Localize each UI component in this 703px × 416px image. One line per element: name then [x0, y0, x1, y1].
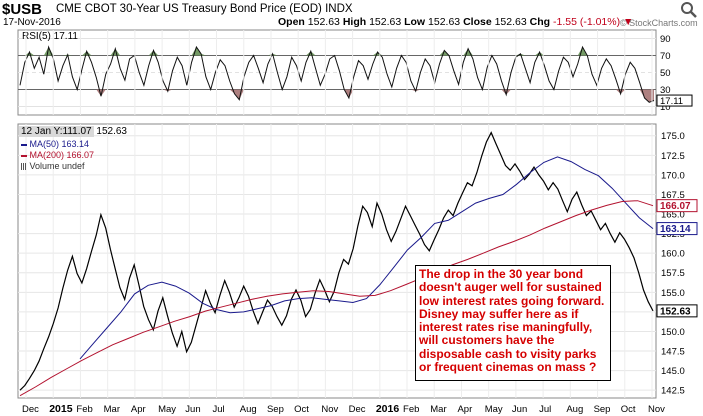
tooltip-value: 152.63: [96, 126, 127, 137]
price-value-tag-text: 166.07: [660, 201, 691, 212]
price-series-line: [79, 156, 654, 360]
rsi-value-tag-text: 17.11: [660, 96, 683, 107]
x-tick-label: Oct: [294, 404, 309, 415]
exchange-label: INDX: [325, 3, 353, 15]
rsi-panel: 10 30 50 70 90 RSI(5) 17.11 17.11: [17, 29, 693, 116]
legend-volume-text: Volume undef: [29, 161, 85, 171]
instrument-name: CME CBOT 30-Year US Treasury Bond Price …: [56, 3, 353, 15]
x-tick-label: Apr: [131, 404, 146, 415]
price-tick-label: 147.5: [661, 347, 685, 358]
annotation-line: or frequent cinemas on mass ?: [419, 360, 597, 375]
open-label: Open: [278, 16, 305, 28]
x-tick-label: Mar: [104, 404, 120, 415]
price-tick-label: 145.0: [661, 366, 685, 377]
legend-ma50: MA(50) 163.14: [21, 139, 89, 149]
low-value: 152.63: [428, 16, 461, 28]
price-series-line: [19, 200, 654, 397]
price-series-line: [19, 131, 654, 391]
price-value-tag: [656, 199, 698, 213]
legend-ma200-text: MA(200) 166.07: [29, 150, 95, 160]
rsi-label: RSI(5) 17.11: [22, 31, 78, 42]
high-value: 152.63: [369, 16, 402, 28]
chart-header: $USB CME CBOT 30-Year US Treasury Bond P…: [0, 0, 703, 28]
price-value-tag: [656, 304, 698, 318]
ohlc-readout: Open 152.63 High 152.63 Low 152.63 Close…: [278, 16, 633, 28]
rsi-tick-label: 30: [660, 85, 671, 96]
price-tick-label: 175.0: [661, 131, 685, 142]
annotation-line: interest rates rise maningfully,: [419, 320, 593, 335]
chart-date: 17-Nov-2016: [3, 17, 61, 28]
price-value-tag: [656, 222, 698, 236]
legend-ma50-text: MA(50) 163.14: [29, 139, 90, 149]
x-tick-label: May: [158, 404, 176, 415]
legend-ma50-swatch: [21, 143, 27, 146]
x-tick-label: Jul: [539, 404, 551, 415]
close-value: 152.63: [494, 16, 527, 28]
x-tick-label: Dec: [22, 404, 39, 415]
rsi-tick-label: 10: [660, 102, 671, 113]
price-tick-label: 172.5: [661, 151, 685, 162]
volume-bars-icon: [21, 163, 27, 171]
chg-label: Chg: [529, 16, 551, 28]
rsi-value-tag: [656, 94, 693, 107]
price-tick-label: 150.0: [661, 327, 685, 338]
low-label: Low: [404, 16, 426, 28]
x-tick-label: Jun: [185, 404, 200, 415]
rsi-overbought-fill: [20, 47, 654, 56]
x-tick-label: Jun: [512, 404, 527, 415]
x-tick-label: Oct: [621, 404, 636, 415]
tooltip-label: 12 Jan Y:111.07: [19, 126, 94, 137]
x-tick-label: 2016: [376, 403, 400, 415]
x-tick-label: 2015: [49, 403, 73, 415]
x-tick-label: Jul: [213, 404, 225, 415]
rsi-tick-label: 50: [660, 68, 671, 79]
price-tick-label: 157.5: [661, 268, 685, 279]
annotation-line: The drop in the 30 year bond: [419, 267, 584, 281]
down-arrow-icon: ▼: [623, 16, 634, 28]
crosshair-tooltip: 12 Jan Y:111.07 152.63: [19, 126, 127, 137]
annotation-line: Disney may suffer here as if: [419, 306, 579, 321]
stockcharts-brand: © StockCharts.com: [620, 18, 698, 28]
x-tick-label: Aug: [566, 404, 583, 415]
x-tick-label: Mar: [430, 404, 446, 415]
symbol: $USB: [2, 1, 43, 18]
legend-ma200: MA(200) 166.07: [21, 150, 94, 160]
x-tick-label: Sep: [594, 404, 611, 415]
price-tick-label: 170.0: [661, 170, 685, 181]
annotation-box: The drop in the 30 year bond doesn't aug…: [415, 265, 611, 381]
price-tick-label: 160.0: [661, 249, 685, 260]
open-value: 152.63: [307, 16, 340, 28]
x-axis: Dec 2015 Feb Mar Apr May Jun Jul Aug Sep Oct Nov Dec…: [22, 403, 665, 415]
instrument-title: CME CBOT 30-Year US Treasury Bond Price …: [56, 3, 322, 15]
price-value-tag-text: 163.14: [660, 224, 691, 235]
chg-value: -1.55 (-1.01%): [552, 16, 621, 28]
annotation-line: will customers have the: [419, 333, 555, 348]
x-tick-label: Nov: [648, 404, 665, 415]
search-icon[interactable]: [680, 1, 698, 19]
x-tick-label: Nov: [321, 404, 338, 415]
legend-ma200-swatch: [21, 154, 27, 157]
price-value-tag-text: 152.63: [660, 306, 691, 317]
x-tick-label: Dec: [349, 404, 366, 415]
x-tick-label: Feb: [76, 404, 92, 415]
price-tick-label: 165.0: [661, 210, 685, 221]
close-label: Close: [463, 16, 492, 28]
x-tick-label: Aug: [240, 404, 257, 415]
high-label: High: [342, 16, 367, 28]
rsi-tick-label: 90: [660, 34, 671, 45]
price-tick-label: 155.0: [661, 288, 685, 299]
x-tick-label: Apr: [457, 404, 472, 415]
rsi-tick-label: 70: [660, 51, 671, 62]
annotation-line: low interest rates going forward.: [419, 293, 605, 308]
annotation-line: disposable cash to visity parks: [419, 346, 597, 361]
annotation-line: doesn't auger well for sustained: [419, 280, 602, 295]
legend-volume: Volume undef: [21, 161, 85, 171]
x-tick-label: May: [485, 404, 503, 415]
price-tick-label: 142.5: [661, 386, 685, 397]
x-tick-label: Feb: [403, 404, 419, 415]
x-tick-label: Sep: [267, 404, 284, 415]
price-tick-label: 167.5: [661, 190, 685, 201]
rsi-line: [19, 45, 655, 103]
